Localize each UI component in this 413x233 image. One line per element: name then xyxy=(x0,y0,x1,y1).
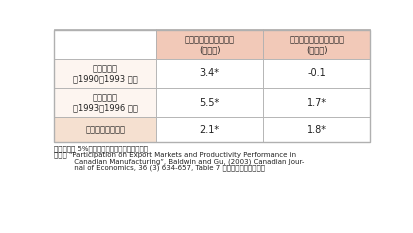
Bar xyxy=(263,30,370,59)
Text: 1.8*: 1.8* xyxy=(307,125,327,135)
Bar xyxy=(54,117,156,142)
Text: 3.4*: 3.4* xyxy=(200,69,220,78)
Text: 輸出参入前: 輸出参入前 xyxy=(93,64,118,73)
Bar xyxy=(263,117,370,142)
Text: 輸出参入後: 輸出参入後 xyxy=(93,93,118,103)
Bar xyxy=(156,30,263,59)
Bar xyxy=(54,30,156,59)
Bar xyxy=(263,59,370,88)
Text: 5.5*: 5.5* xyxy=(199,98,220,108)
Text: 労働生産性成長率の差: 労働生産性成長率の差 xyxy=(185,35,235,44)
Bar xyxy=(156,88,263,117)
Bar xyxy=(54,30,370,142)
Text: 資料： “Participation on Export Markets and Productivity Performance in: 資料： “Participation on Export Markets and… xyxy=(54,151,296,158)
Bar xyxy=(54,88,156,117)
Text: 輸出参入前後の差: 輸出参入前後の差 xyxy=(85,125,125,134)
Text: （1993～1996 年）: （1993～1996 年） xyxy=(73,103,138,113)
Text: 備考：＊は 5%の有意水準があることを示す。: 備考：＊は 5%の有意水準があることを示す。 xyxy=(54,145,148,152)
Bar xyxy=(156,117,263,142)
Bar xyxy=(54,59,156,88)
Text: 2.1*: 2.1* xyxy=(199,125,220,135)
Text: (％／年): (％／年) xyxy=(199,45,221,54)
Text: 全要素生産性成長率の差: 全要素生産性成長率の差 xyxy=(289,35,344,44)
Text: (％／年): (％／年) xyxy=(306,45,328,54)
Text: Canadian Manufacturing”, Baldwin and Gu, (2003) Canadian Jour-: Canadian Manufacturing”, Baldwin and Gu,… xyxy=(54,158,304,164)
Text: 1.7*: 1.7* xyxy=(306,98,327,108)
Text: （1990～1993 年）: （1990～1993 年） xyxy=(73,74,138,83)
Text: -0.1: -0.1 xyxy=(307,69,326,78)
Bar xyxy=(156,59,263,88)
Bar xyxy=(263,88,370,117)
Text: nal of Economics, 36 (3) 634-657, Table 7 から経済産業省作成。: nal of Economics, 36 (3) 634-657, Table … xyxy=(54,165,265,171)
